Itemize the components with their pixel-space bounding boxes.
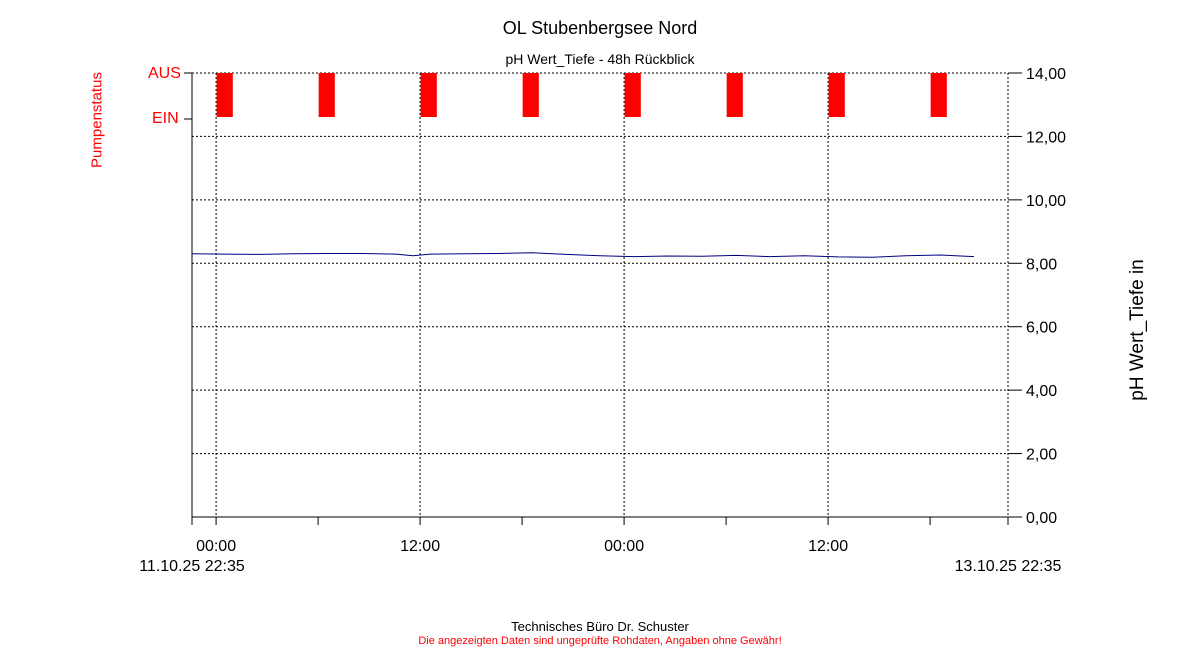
axes [184, 72, 1022, 525]
ph-series-line [191, 252, 975, 258]
y-tick-label: 2,00 [1026, 447, 1057, 464]
status-label-off: AUS [148, 65, 181, 82]
chart-title: OL Stubenbergsee Nord [502, 18, 698, 38]
pump-on-bar [726, 73, 743, 117]
footer-disclaimer: Die angezeigten Daten sind ungeprüfte Ro… [418, 635, 782, 647]
x-tick-label: 00:00 [196, 538, 236, 555]
pump-on-bar [930, 73, 947, 117]
pump-on-bar [420, 73, 437, 117]
y-tick-label: 14,00 [1026, 66, 1066, 83]
series-lines [191, 252, 975, 258]
grid-lines [192, 72, 1009, 517]
footer-company: Technisches Büro Dr. Schuster [511, 619, 689, 634]
axis-labels: 0,00 2,00 4,00 6,00 8,00 10,00 12,00 14,00 00:00… [139, 66, 1066, 575]
y-tick-label: 8,00 [1026, 256, 1057, 273]
pump-on-bar [828, 73, 845, 117]
pump-status-bars [216, 73, 947, 117]
x-tick-label: 12:00 [400, 538, 440, 555]
x-tick-label: 12:00 [808, 538, 848, 555]
pump-on-bar [318, 73, 335, 117]
pump-on-bar [624, 73, 641, 117]
chart-subtitle: pH Wert_Tiefe - 48h Rückblick [505, 51, 695, 67]
y-tick-label: 4,00 [1026, 383, 1057, 400]
y-tick-label: 6,00 [1026, 320, 1057, 337]
y-tick-label: 10,00 [1026, 193, 1066, 210]
x-start-label: 11.10.25 22:35 [139, 558, 245, 575]
y-tick-label: 0,00 [1026, 510, 1057, 527]
x-tick-label: 00:00 [604, 538, 644, 555]
pump-on-bar [216, 73, 233, 117]
pump-on-bar [522, 73, 539, 117]
y-tick-label: 12,00 [1026, 129, 1066, 146]
x-end-label: 13.10.25 22:35 [955, 558, 1062, 575]
status-label-on: EIN [152, 110, 179, 127]
